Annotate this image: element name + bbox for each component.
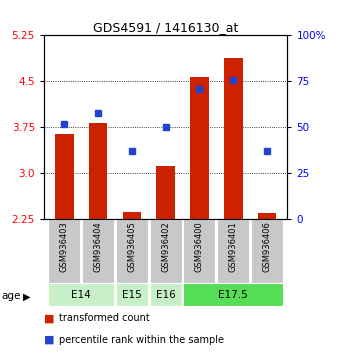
Text: GSM936406: GSM936406 <box>263 221 271 272</box>
Bar <box>149 283 182 306</box>
Bar <box>183 283 283 306</box>
Bar <box>258 213 276 219</box>
Text: ■: ■ <box>44 335 54 344</box>
Text: transformed count: transformed count <box>59 313 150 323</box>
Text: ▶: ▶ <box>23 291 30 301</box>
Bar <box>48 219 80 283</box>
Bar <box>251 219 283 283</box>
Bar <box>55 133 74 219</box>
Bar <box>82 219 114 283</box>
Text: age: age <box>2 291 21 301</box>
Bar <box>190 77 209 219</box>
Text: GSM936401: GSM936401 <box>229 221 238 272</box>
Bar <box>48 283 114 306</box>
Bar <box>149 219 182 283</box>
Text: percentile rank within the sample: percentile rank within the sample <box>59 335 224 344</box>
Title: GDS4591 / 1416130_at: GDS4591 / 1416130_at <box>93 21 238 34</box>
Text: GSM936403: GSM936403 <box>60 221 69 272</box>
Text: E16: E16 <box>156 290 175 300</box>
Bar <box>122 212 141 219</box>
Bar <box>89 123 107 219</box>
Text: GSM936405: GSM936405 <box>127 221 136 272</box>
Bar <box>224 58 243 219</box>
Bar <box>156 166 175 219</box>
Bar <box>217 219 249 283</box>
Text: GSM936404: GSM936404 <box>94 221 102 272</box>
Bar <box>116 283 148 306</box>
Bar <box>116 219 148 283</box>
Text: ■: ■ <box>44 313 54 323</box>
Text: GSM936400: GSM936400 <box>195 221 204 272</box>
Text: GSM936402: GSM936402 <box>161 221 170 272</box>
Text: E17.5: E17.5 <box>218 290 248 300</box>
Text: E14: E14 <box>71 290 91 300</box>
Bar <box>183 219 216 283</box>
Text: E15: E15 <box>122 290 142 300</box>
